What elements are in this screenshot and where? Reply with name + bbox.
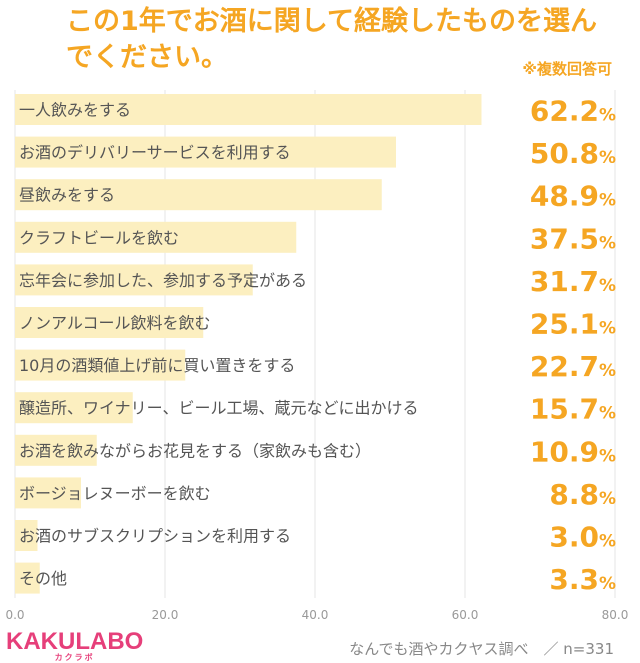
bar [15,179,382,211]
category-label: 醸造所、ワイナリー、ビール工場、蔵元などに出かける [19,399,419,418]
source-note: なんでも酒やカクヤス調べ ／ n=331 [349,640,614,658]
bar [15,94,482,125]
multiple-answer-note: ※複数回答可 [522,60,612,78]
bar [15,349,186,381]
bar [15,562,40,594]
category-label: その他 [19,569,67,588]
bar [15,392,133,424]
bar [15,136,396,168]
chart-title: この1年でお酒に関して経験したものを選んでください。 [66,6,597,73]
value-label: 62.2% [530,95,616,128]
logo-subtext: カクラボ [54,653,95,662]
category-label: 昼飲みをする [19,186,115,205]
category-label: ノンアルコール飲料を飲む [19,314,211,333]
category-label: お酒を飲みながらお花見をする（家飲みも含む） [19,441,371,460]
logo-text: KAKULABO [6,628,144,655]
bar [15,434,97,466]
x-tick-label: 40.0 [302,608,329,622]
bar [15,264,253,296]
category-label: ボージョレヌーボーを飲む [19,484,211,503]
value-label: 10.9% [530,435,616,468]
category-label: クラフトビールを飲む [19,228,179,247]
value-label: 3.3% [549,563,616,596]
x-tick-label: 60.0 [452,608,479,622]
value-label: 31.7% [530,265,616,298]
category-label: 忘年会に参加した、参加する予定がある [19,271,307,290]
value-label: 22.7% [530,350,616,383]
x-tick-label: 0.0 [5,608,24,622]
value-label: 15.7% [530,393,616,426]
value-label: 37.5% [530,222,616,255]
category-label: お酒のデリバリーサービスを利用する [19,143,291,162]
bar [15,221,297,253]
value-label: 25.1% [530,308,616,341]
bar [15,307,204,338]
value-label: 48.9% [530,180,616,213]
category-label: お酒のサブスクリプションを利用する [19,527,291,546]
category-label: 一人飲みをする [19,101,131,120]
bar [15,477,81,509]
x-tick-label: 80.0 [602,608,629,622]
bar [15,520,38,551]
value-label: 50.8% [530,137,616,170]
kakulabo-logo: KAKULABO カクラボ [6,628,143,663]
x-tick-label: 20.0 [152,608,179,622]
value-label: 3.0% [549,521,616,554]
category-label: 10月の酒類値上げ前に買い置きをする [19,356,295,375]
value-label: 8.8% [549,478,616,511]
